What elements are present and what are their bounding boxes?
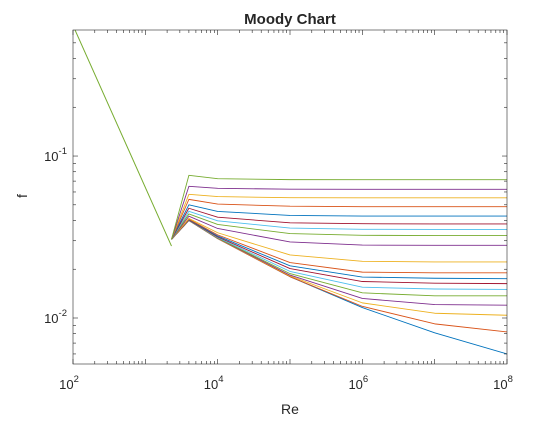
laminar-line [74, 30, 172, 247]
y-tick-label: 10-1 [44, 146, 67, 164]
series-line-14 [171, 207, 507, 240]
y-tick-label: 10-2 [44, 308, 67, 326]
series-line-15 [171, 204, 507, 240]
series-line-16 [171, 198, 507, 240]
series-line-12 [171, 213, 507, 240]
x-tick-label: 104 [204, 374, 224, 392]
x-tick-label: 108 [493, 374, 513, 392]
series-line-18 [171, 185, 507, 240]
series-line-9 [171, 218, 507, 274]
plot-area [74, 30, 507, 355]
x-tick-label: 106 [348, 374, 368, 392]
series-line-19 [171, 174, 507, 240]
series-line-13 [171, 210, 507, 240]
series-line-11 [171, 215, 507, 246]
axes: 102 104 106 108 10-2 10-1 [44, 29, 513, 392]
x-axis-label: Re [281, 401, 299, 417]
y-axis-label: f [14, 194, 30, 198]
x-tick-label: 102 [59, 374, 79, 392]
series-line-17 [171, 193, 507, 240]
chart-title: Moody Chart [244, 11, 336, 28]
series-line-10 [171, 217, 507, 263]
